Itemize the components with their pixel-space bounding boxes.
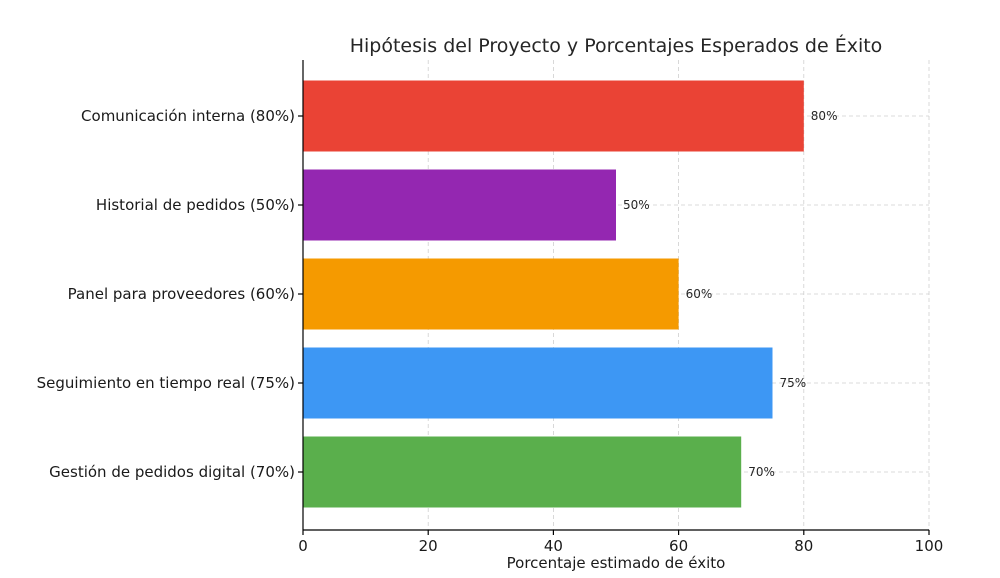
x-tick-label: 20 xyxy=(419,537,438,555)
category-label: Historial de pedidos (50%) xyxy=(96,196,295,214)
bars xyxy=(303,80,804,508)
x-tick-label: 60 xyxy=(669,537,688,555)
x-tick-label: 80 xyxy=(794,537,813,555)
x-tick-label: 40 xyxy=(544,537,563,555)
data-label: 75% xyxy=(780,376,807,390)
category-label: Seguimiento en tiempo real (75%) xyxy=(37,374,295,392)
category-label: Panel para proveedores (60%) xyxy=(68,285,295,303)
bar xyxy=(303,169,616,241)
bar xyxy=(303,258,679,330)
x-axis-label: Porcentaje estimado de éxito xyxy=(507,554,726,572)
data-label: 70% xyxy=(748,465,775,479)
bar xyxy=(303,347,773,419)
data-labels: 80% 50% 60% 75% 70% xyxy=(623,109,837,479)
category-label: Gestión de pedidos digital (70%) xyxy=(49,463,295,481)
chart-title: Hipótesis del Proyecto y Porcentajes Esp… xyxy=(350,34,883,57)
x-axis-ticks: 0 20 40 60 80 100 xyxy=(298,115,944,555)
x-tick-label: 0 xyxy=(298,537,308,555)
data-label: 60% xyxy=(686,287,713,301)
category-labels: Comunicación interna (80%) Historial de p… xyxy=(37,107,295,481)
data-label: 80% xyxy=(811,109,838,123)
x-tick-label: 100 xyxy=(915,537,944,555)
data-label: 50% xyxy=(623,198,650,212)
bar xyxy=(303,436,742,508)
bar xyxy=(303,80,804,152)
category-label: Comunicación interna (80%) xyxy=(81,107,295,125)
